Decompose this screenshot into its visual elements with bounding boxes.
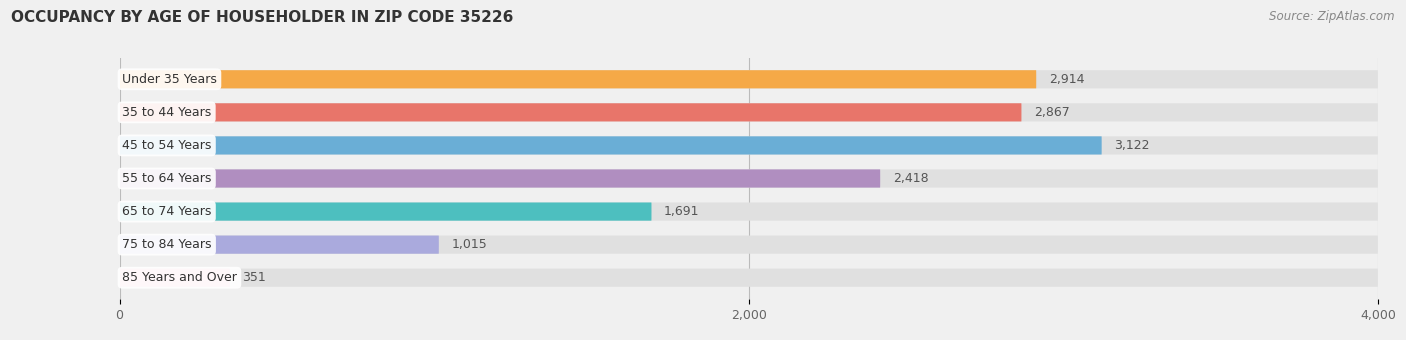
FancyBboxPatch shape [120,103,1021,121]
Text: 1,015: 1,015 [451,238,486,251]
Text: 55 to 64 Years: 55 to 64 Years [122,172,211,185]
FancyBboxPatch shape [120,269,231,287]
FancyBboxPatch shape [120,203,1378,221]
Text: 3,122: 3,122 [1114,139,1150,152]
FancyBboxPatch shape [120,236,1378,254]
Text: 65 to 74 Years: 65 to 74 Years [122,205,211,218]
Text: 351: 351 [242,271,266,284]
Text: Under 35 Years: Under 35 Years [122,73,217,86]
FancyBboxPatch shape [120,169,880,188]
FancyBboxPatch shape [120,269,1378,287]
FancyBboxPatch shape [120,169,1378,188]
FancyBboxPatch shape [120,236,439,254]
Text: 2,914: 2,914 [1049,73,1084,86]
FancyBboxPatch shape [120,136,1102,154]
FancyBboxPatch shape [120,103,1378,121]
Text: 45 to 54 Years: 45 to 54 Years [122,139,211,152]
Text: 2,867: 2,867 [1033,106,1070,119]
Text: OCCUPANCY BY AGE OF HOUSEHOLDER IN ZIP CODE 35226: OCCUPANCY BY AGE OF HOUSEHOLDER IN ZIP C… [11,10,513,25]
Text: 1,691: 1,691 [664,205,700,218]
Text: Source: ZipAtlas.com: Source: ZipAtlas.com [1270,10,1395,23]
FancyBboxPatch shape [120,136,1378,154]
FancyBboxPatch shape [120,70,1378,88]
FancyBboxPatch shape [120,70,1036,88]
Text: 75 to 84 Years: 75 to 84 Years [122,238,211,251]
FancyBboxPatch shape [120,203,651,221]
Text: 2,418: 2,418 [893,172,928,185]
Text: 35 to 44 Years: 35 to 44 Years [122,106,211,119]
Text: 85 Years and Over: 85 Years and Over [122,271,236,284]
